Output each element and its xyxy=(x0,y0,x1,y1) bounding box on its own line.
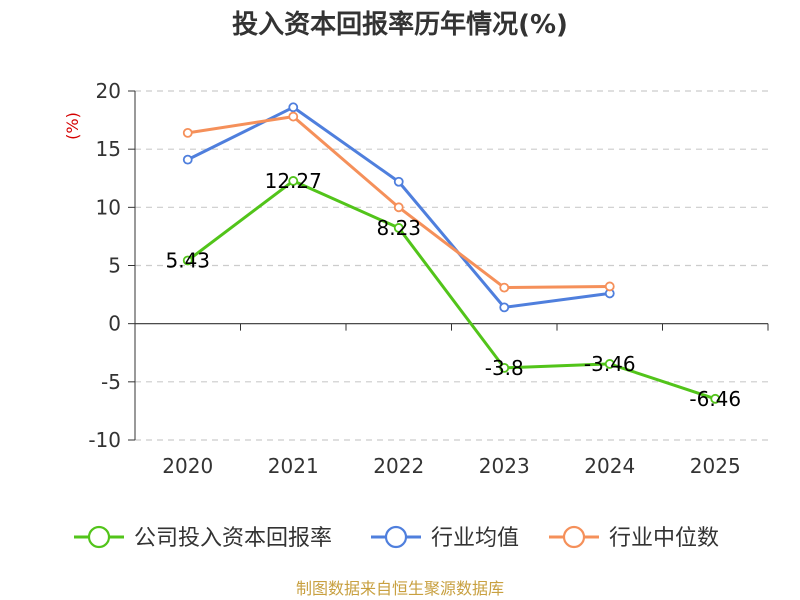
legend-label: 行业均值 xyxy=(431,526,519,551)
legend-marker xyxy=(87,525,111,549)
y-tick-label: 5 xyxy=(108,254,121,278)
data-point xyxy=(393,176,404,187)
data-point xyxy=(499,302,510,313)
data-label: 5.43 xyxy=(165,248,210,272)
x-tick-label: 2023 xyxy=(479,454,530,478)
data-label: 12.27 xyxy=(265,169,322,193)
x-tick-label: 2025 xyxy=(690,454,741,478)
data-point xyxy=(499,362,510,373)
grid-lines xyxy=(135,90,768,441)
data-labels: 5.43 12.27 8.23 -3.8 -3.46 -6.46 xyxy=(165,169,741,411)
data-point xyxy=(182,154,193,165)
data-point xyxy=(288,176,299,186)
y-tick-label: 15 xyxy=(96,137,121,161)
data-point xyxy=(604,281,615,292)
series-line-2 xyxy=(187,115,610,290)
chart-title: 投入资本回报率历年情况(%) xyxy=(232,9,568,40)
data-point xyxy=(393,202,404,213)
data-label: -6.46 xyxy=(689,387,741,411)
y-tick-label: -10 xyxy=(88,428,121,452)
y-axis-unit-label: (%) xyxy=(63,112,82,140)
source-note: 制图数据来自恒生聚源数据库 xyxy=(296,579,504,598)
x-tick-label: 2024 xyxy=(584,454,635,478)
axes: 20 15 10 5 0 -5 -10 2020 2021 2022 2023 2024 2025 xyxy=(88,79,769,478)
legend-label: 公司投入资本回报率 xyxy=(134,526,332,551)
data-point xyxy=(604,359,615,369)
series-group xyxy=(182,102,721,404)
x-tick-label: 2021 xyxy=(268,454,319,478)
data-point xyxy=(710,393,721,404)
data-point xyxy=(393,223,404,233)
data-point xyxy=(182,255,193,266)
legend-marker xyxy=(384,525,408,549)
legend: 公司投入资本回报率 行业均值 行业中位数 xyxy=(74,525,719,551)
y-tick-label: -5 xyxy=(101,370,121,394)
x-tick-label: 2020 xyxy=(162,454,213,478)
data-point xyxy=(288,111,299,122)
legend-label: 行业中位数 xyxy=(609,526,719,551)
data-label: 8.23 xyxy=(376,216,421,240)
x-tick-label: 2022 xyxy=(373,454,424,478)
data-point xyxy=(288,102,299,113)
y-tick-label: 10 xyxy=(96,195,121,219)
data-point xyxy=(499,282,510,293)
legend-marker xyxy=(562,525,586,549)
data-label: -3.8 xyxy=(485,356,524,380)
data-point xyxy=(182,127,193,138)
y-tick-label: 0 xyxy=(108,312,121,336)
series-line-0 xyxy=(186,179,716,401)
data-label: -3.46 xyxy=(584,352,636,376)
y-tick-label: 20 xyxy=(96,79,121,103)
